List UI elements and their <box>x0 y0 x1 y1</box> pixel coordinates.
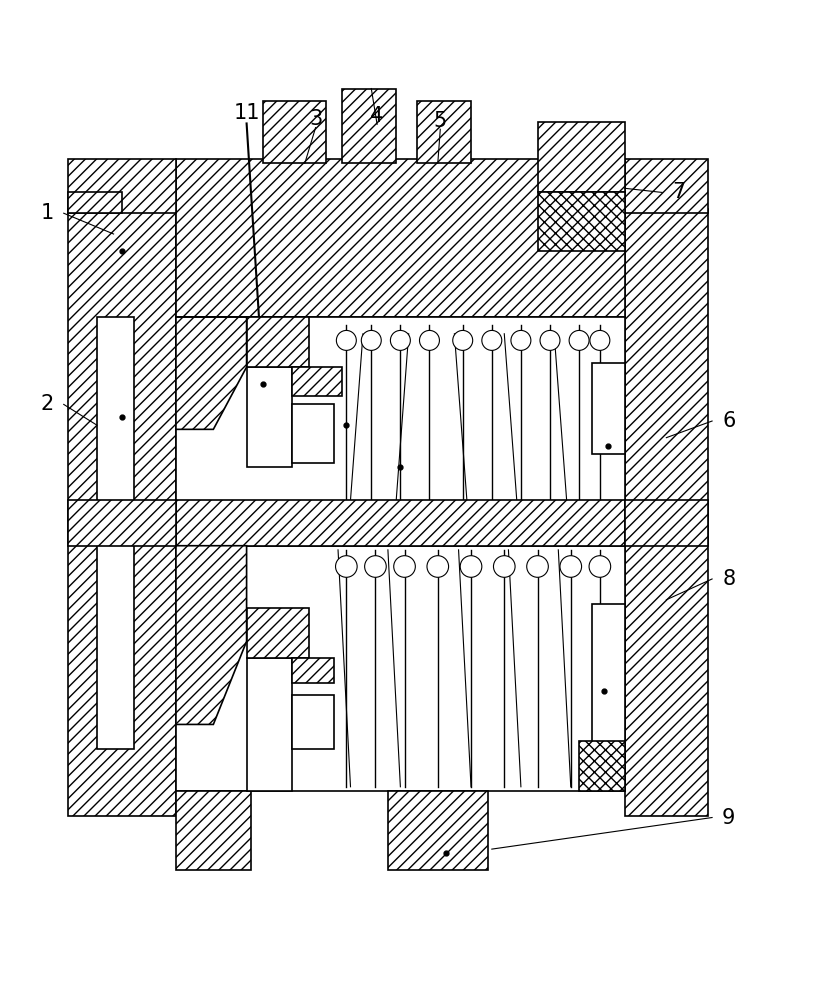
Bar <box>538 192 625 251</box>
Circle shape <box>460 556 482 577</box>
Circle shape <box>390 330 410 350</box>
Text: 9: 9 <box>722 808 736 828</box>
Bar <box>625 159 708 213</box>
Bar <box>247 658 292 791</box>
Bar <box>625 500 708 546</box>
Circle shape <box>336 330 356 350</box>
Bar <box>417 101 471 163</box>
Circle shape <box>589 556 610 577</box>
Circle shape <box>540 330 560 350</box>
Bar <box>264 101 325 163</box>
Circle shape <box>590 330 610 350</box>
Bar <box>176 546 625 791</box>
Circle shape <box>494 556 515 577</box>
Circle shape <box>361 330 381 350</box>
Bar <box>591 363 625 454</box>
Bar <box>247 367 292 467</box>
Bar <box>292 404 334 463</box>
Bar <box>591 774 625 787</box>
Text: 6: 6 <box>722 411 736 431</box>
Polygon shape <box>176 546 247 724</box>
Circle shape <box>560 556 581 577</box>
Bar <box>292 658 334 683</box>
Bar <box>176 791 251 870</box>
Circle shape <box>420 330 440 350</box>
Text: 2: 2 <box>41 394 53 414</box>
Bar <box>247 317 309 367</box>
Circle shape <box>569 330 589 350</box>
Bar <box>176 500 625 546</box>
Bar <box>342 89 396 163</box>
Circle shape <box>364 556 386 577</box>
Bar <box>625 209 708 816</box>
Circle shape <box>335 556 357 577</box>
Text: 1: 1 <box>41 203 53 223</box>
Circle shape <box>394 556 415 577</box>
Circle shape <box>453 330 473 350</box>
Bar <box>388 791 488 870</box>
Text: 5: 5 <box>434 111 447 131</box>
Bar <box>68 159 176 213</box>
Bar <box>176 317 625 504</box>
Bar <box>68 500 176 546</box>
Text: 11: 11 <box>234 103 260 123</box>
Bar <box>68 209 176 816</box>
Bar <box>538 122 625 192</box>
Text: 3: 3 <box>309 109 322 129</box>
Bar <box>292 367 342 396</box>
Circle shape <box>427 556 449 577</box>
Text: 7: 7 <box>672 182 686 202</box>
Bar <box>247 608 309 658</box>
Polygon shape <box>176 317 247 429</box>
Circle shape <box>482 330 502 350</box>
Bar <box>292 695 334 749</box>
Circle shape <box>511 330 531 350</box>
Bar <box>97 317 134 749</box>
Text: 8: 8 <box>722 569 736 589</box>
Circle shape <box>527 556 548 577</box>
Bar <box>68 192 122 213</box>
Text: 4: 4 <box>370 106 384 126</box>
Bar <box>176 159 625 317</box>
Bar <box>579 741 625 791</box>
Bar <box>591 604 625 778</box>
